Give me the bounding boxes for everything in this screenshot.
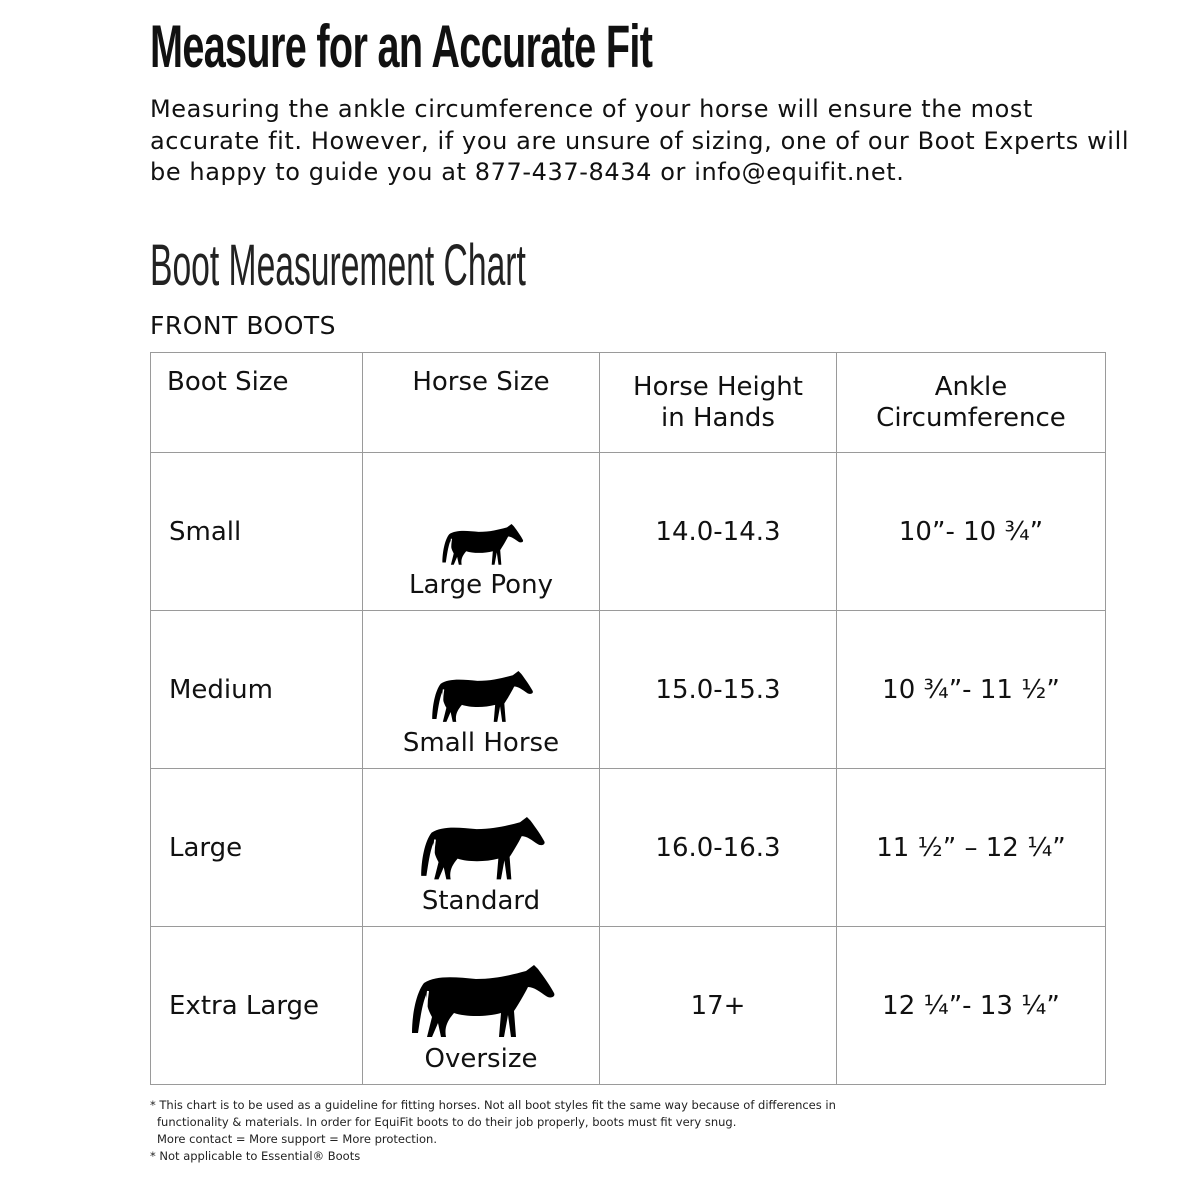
horse-size-label: Large Pony [409,570,553,600]
table-header-row: Boot Size Horse Size Horse Height in Han… [150,352,1106,453]
footnote: * Not applicable to Essential® Boots [150,1149,361,1163]
footnote: * This chart is to be used as a guidelin… [150,1098,836,1112]
table-row: Medium Small Horse 15.0-15.3 10 ¾”- 11 ½… [150,610,1106,769]
measurement-table: Boot Size Horse Size Horse Height in Han… [150,352,1106,1085]
chart-title: Boot Measurement Chart [150,233,526,298]
horse-silhouette-icon [432,671,533,722]
horse-size-cell: Standard [362,768,600,927]
horse-height-cell: 17+ [599,926,837,1085]
ankle-circumference-cell: 12 ¼”- 13 ¼” [836,926,1106,1085]
boot-size-cell: Medium [150,610,363,769]
horse-silhouette-icon [441,523,523,565]
header-horse-height: Horse Height in Hands [599,352,837,453]
ankle-circumference-cell: 10 ¾”- 11 ½” [836,610,1106,769]
horse-silhouette-icon [412,965,555,1037]
horse-height-cell: 15.0-15.3 [599,610,837,769]
section-heading: FRONT BOOTS [150,311,337,340]
intro-text: Measuring the ankle circumference of you… [150,95,1130,186]
boot-size-cell: Small [150,452,363,611]
horse-size-label: Standard [421,886,541,916]
footnotes: * This chart is to be used as a guidelin… [150,1097,836,1165]
page-title: Measure for an Accurate Fit [150,13,653,80]
header-boot-size: Boot Size [150,352,363,453]
boot-size-cell: Large [150,768,363,927]
horse-size-cell: Small Horse [362,610,600,769]
table-row: Extra Large Oversize 17+ 12 ¼”- 13 ¼” [150,926,1106,1085]
ankle-circumference-cell: 11 ½” – 12 ¼” [836,768,1106,927]
header-horse-size: Horse Size [362,352,600,453]
horse-size-cell: Large Pony [362,452,600,611]
ankle-circumference-cell: 10”- 10 ¾” [836,452,1106,611]
footnote: More contact = More support = More prote… [157,1132,437,1146]
footnote: functionality & materials. In order for … [157,1115,737,1129]
horse-size-cell: Oversize [362,926,600,1085]
table-row: Large Standard 16.0-16.3 11 ½” – 12 ¼” [150,768,1106,927]
table-row: Small Large Pony 14.0-14.3 10”- 10 ¾” [150,452,1106,611]
header-ankle-circumference: Ankle Circumference [836,352,1106,453]
horse-silhouette-icon [421,817,545,880]
horse-size-label: Small Horse [402,728,560,758]
horse-size-label: Oversize [424,1044,538,1074]
boot-size-cell: Extra Large [150,926,363,1085]
horse-height-cell: 16.0-16.3 [599,768,837,927]
horse-height-cell: 14.0-14.3 [599,452,837,611]
